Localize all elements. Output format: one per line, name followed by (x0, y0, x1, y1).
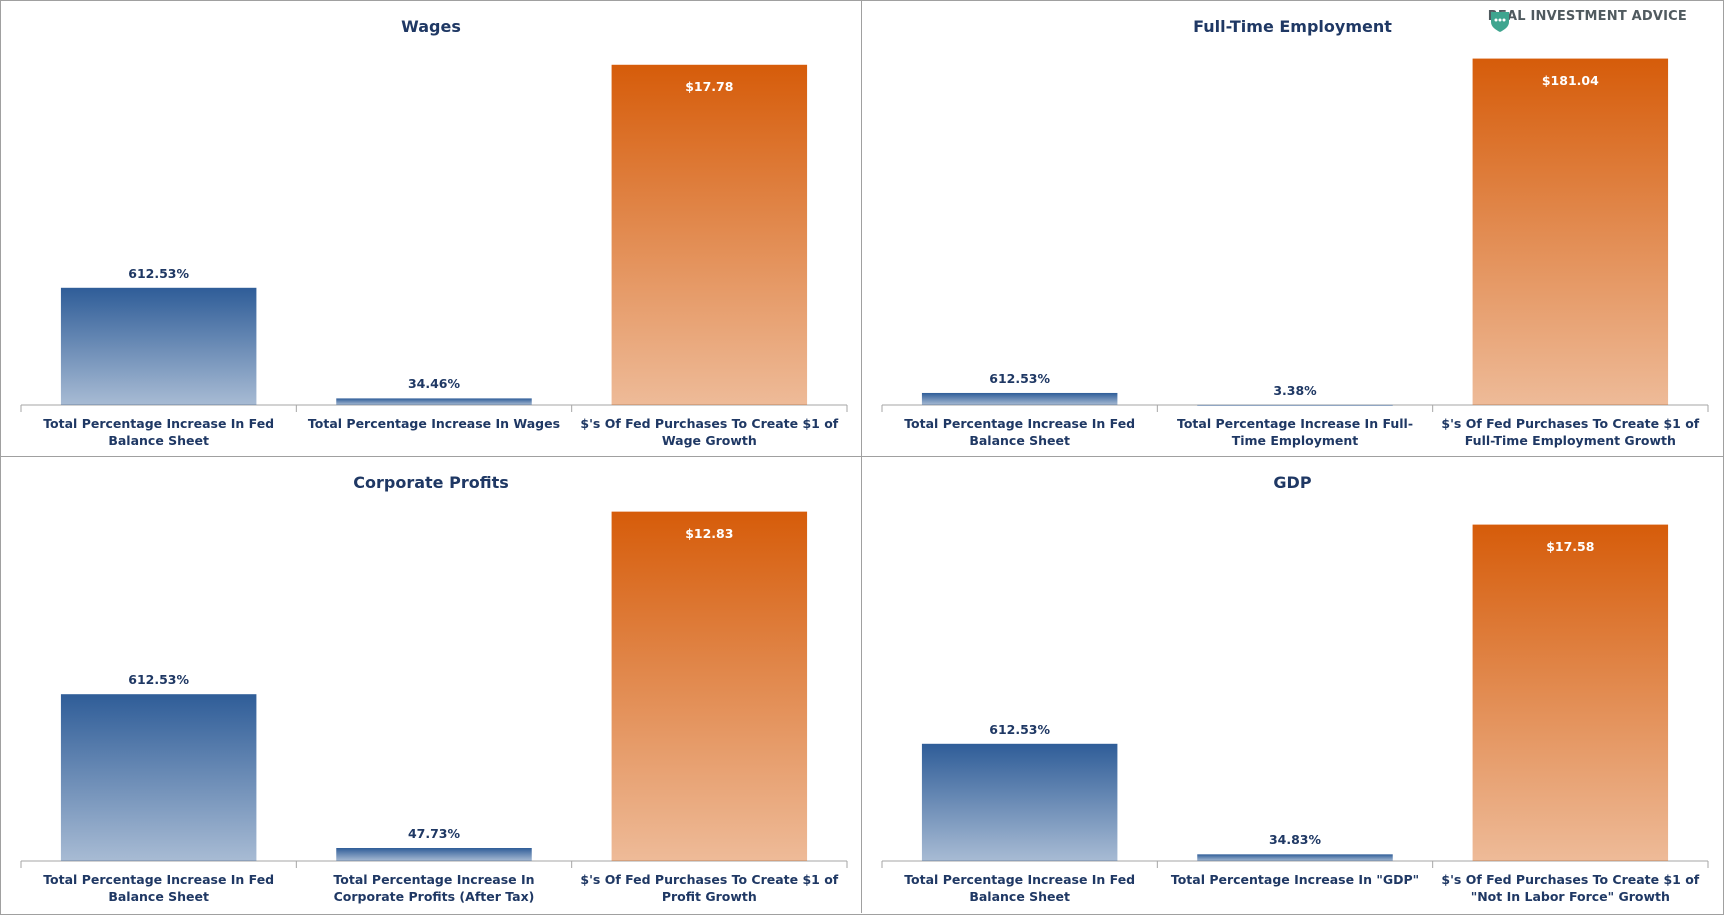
data-label: $181.04 (1541, 72, 1599, 88)
data-label: 612.53% (989, 721, 1051, 737)
data-label: $12.83 (685, 525, 734, 541)
bar (336, 848, 532, 861)
x-tick-label: Total Percentage Increase In "GDP" (1170, 872, 1420, 887)
bar (921, 743, 1118, 861)
brand-icon (1490, 12, 1509, 32)
x-tick-label: Total Percentage Increase In Fed Balance… (904, 872, 1136, 904)
data-label: 612.53% (128, 265, 190, 281)
chart-title: Corporate Profits (353, 473, 509, 492)
x-tick-label: Total Percentage Increase In Fed Balance… (43, 872, 275, 904)
x-tick-label: $'s Of Fed Purchases To Create $1 of "No… (1441, 872, 1700, 904)
x-tick-label: $'s Of Fed Purchases To Create $1 of Pro… (580, 872, 839, 904)
chart-title: GDP (1273, 473, 1312, 492)
data-label: 612.53% (989, 370, 1051, 386)
plot-area (881, 58, 1709, 412)
bar (336, 398, 532, 405)
data-label: $17.78 (685, 78, 734, 94)
x-tick-label: Total Percentage Increase In Full-Time E… (1176, 416, 1414, 448)
chart-title: Full-Time Employment (1193, 17, 1392, 36)
x-tick-label: Total Percentage Increase In Wages (307, 416, 561, 431)
x-tick-label: $'s Of Fed Purchases To Create $1 of Wag… (580, 416, 839, 448)
bar (611, 511, 808, 861)
bar (60, 694, 257, 861)
data-label: $17.58 (1546, 538, 1595, 554)
bar (1472, 58, 1669, 405)
chart-panel: Full-Time Employment REAL INVESTMENT ADV… (862, 1, 1723, 457)
data-label: 3.38% (1273, 382, 1317, 398)
chart-title: Wages (401, 17, 461, 36)
plot-area (20, 511, 848, 868)
bar (921, 392, 1118, 405)
data-label: 47.73% (407, 826, 461, 841)
plot-area (881, 524, 1709, 868)
bar (611, 64, 808, 406)
brand-logo: REAL INVESTMENT ADVICE (1487, 9, 1687, 32)
x-tick-label: Total Percentage Increase In Corporate P… (333, 872, 535, 904)
x-tick-label: $'s Of Fed Purchases To Create $1 of Ful… (1441, 416, 1700, 448)
chart-panel: Corporate Profits Total Percentage Incre… (1, 457, 862, 913)
plot-area (20, 64, 848, 412)
chart-panel: GDP Total Percentage Increase In Fed Bal… (862, 457, 1723, 913)
data-label: 34.46% (407, 376, 461, 392)
data-label: 612.53% (128, 672, 190, 688)
data-label: 34.83% (1268, 832, 1322, 848)
brand-text: REAL INVESTMENT ADVICE (1487, 9, 1687, 24)
bar (60, 287, 257, 405)
bar (1197, 404, 1393, 406)
bar (1472, 524, 1669, 861)
x-tick-label: Total Percentage Increase In Fed Balance… (904, 416, 1136, 448)
chart-panel: Wages Total Percentage Increase In Fed B… (1, 1, 862, 457)
bar (1197, 854, 1393, 861)
x-tick-label: Total Percentage Increase In Fed Balance… (43, 416, 275, 448)
